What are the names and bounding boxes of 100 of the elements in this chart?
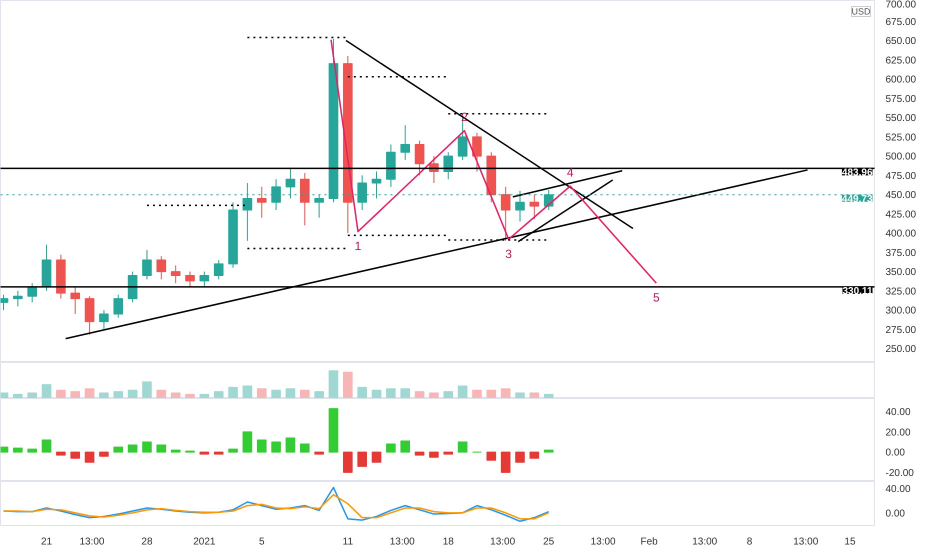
bar — [27, 448, 37, 453]
x-tick-label: 25 — [543, 536, 555, 548]
x-tick-label: Feb — [640, 536, 658, 548]
y-tick-label: 700.00 — [886, 0, 917, 10]
line-series — [2, 494, 550, 520]
y-tick-label: 425.00 — [886, 209, 917, 220]
y-tick-label: 250.00 — [886, 344, 917, 356]
bar — [70, 391, 80, 398]
candlestick — [400, 124, 410, 160]
bar — [256, 440, 267, 453]
bar — [300, 390, 310, 398]
bar — [443, 391, 454, 398]
y-tick-label: 20.00 — [886, 427, 911, 438]
x-tick-label: 13:00 — [793, 536, 819, 548]
y-tick-label: 650.00 — [886, 36, 917, 48]
bar — [314, 391, 324, 398]
bar — [13, 394, 23, 398]
candlestick — [214, 260, 224, 280]
x-tick-label: 11 — [342, 536, 354, 548]
candlestick — [300, 172, 310, 226]
bar — [372, 452, 382, 463]
bar — [99, 392, 109, 398]
bar — [142, 381, 152, 398]
bar — [170, 450, 180, 453]
bar — [185, 394, 195, 398]
bar — [200, 394, 210, 398]
x-tick-label: 13:00 — [79, 536, 105, 548]
candlestick — [170, 264, 180, 284]
bar — [530, 392, 540, 398]
x-tick-label: 13:00 — [490, 536, 516, 548]
bar — [271, 390, 281, 398]
annotation: 5 — [652, 290, 660, 305]
bar — [84, 388, 94, 398]
ref-line-label: 449.73 — [842, 194, 873, 205]
bar — [429, 392, 439, 398]
bar — [113, 446, 124, 453]
candlestick — [13, 290, 23, 307]
ref-line-label: 330.11 — [842, 286, 873, 297]
bar — [343, 452, 353, 473]
x-tick-label: 5 — [258, 536, 265, 548]
y-tick-label: 375.00 — [886, 248, 917, 259]
bar — [70, 452, 80, 459]
bar — [357, 386, 367, 398]
x-tick-label: 21 — [40, 536, 53, 548]
bar — [400, 440, 410, 453]
y-tick-label: 400.00 — [886, 228, 917, 240]
candlestick — [113, 294, 124, 318]
x-tick-label: 13:00 — [590, 536, 616, 548]
bar — [515, 452, 525, 463]
y-tick-label: 300.00 — [886, 306, 917, 317]
bar — [328, 370, 338, 398]
candlestick — [443, 152, 454, 180]
y-tick-label: 525.00 — [886, 132, 917, 144]
bar — [56, 452, 66, 456]
bar — [142, 442, 152, 453]
bar — [515, 392, 525, 398]
bar — [530, 452, 540, 459]
bar — [13, 448, 23, 453]
ref-line-label: 483.96 — [842, 167, 873, 178]
candlestick — [185, 271, 195, 288]
bar — [256, 388, 267, 398]
bar — [458, 442, 468, 453]
bar — [386, 444, 396, 453]
bar — [458, 386, 468, 398]
bar — [500, 452, 510, 473]
candlestick — [472, 132, 482, 172]
bar — [214, 452, 224, 455]
bar — [544, 394, 554, 398]
candlestick — [84, 296, 94, 336]
candlestick — [200, 271, 210, 288]
y-tick-label: 40.00 — [886, 407, 911, 418]
bar — [357, 452, 367, 467]
x-tick-label: 13:00 — [692, 536, 718, 548]
y-tick-label: 475.00 — [886, 170, 917, 182]
candlestick — [27, 282, 37, 303]
annotation: 3 — [505, 246, 512, 261]
bar — [200, 452, 210, 455]
bar — [429, 452, 439, 458]
x-tick-label: 15 — [844, 536, 856, 548]
annotation: 1 — [354, 239, 362, 254]
candlestick — [256, 186, 267, 218]
candlestick — [128, 271, 138, 303]
y-tick-label: 0.00 — [886, 448, 906, 459]
y-tick-label: 600.00 — [886, 74, 917, 86]
y-tick-label: 500.00 — [886, 152, 917, 163]
candlestick — [515, 190, 525, 222]
candlestick — [70, 286, 80, 314]
bar — [156, 390, 166, 398]
bar — [242, 431, 252, 453]
y-tick-label: 350.00 — [886, 267, 917, 278]
x-tick-label: 2021 — [193, 536, 216, 548]
bar — [56, 390, 66, 398]
bar — [314, 452, 324, 455]
bar — [286, 388, 296, 398]
bar — [328, 408, 338, 453]
bar — [372, 390, 382, 398]
bar — [500, 388, 510, 398]
bar — [343, 372, 353, 398]
bar — [271, 442, 281, 453]
candlestick — [530, 194, 540, 220]
